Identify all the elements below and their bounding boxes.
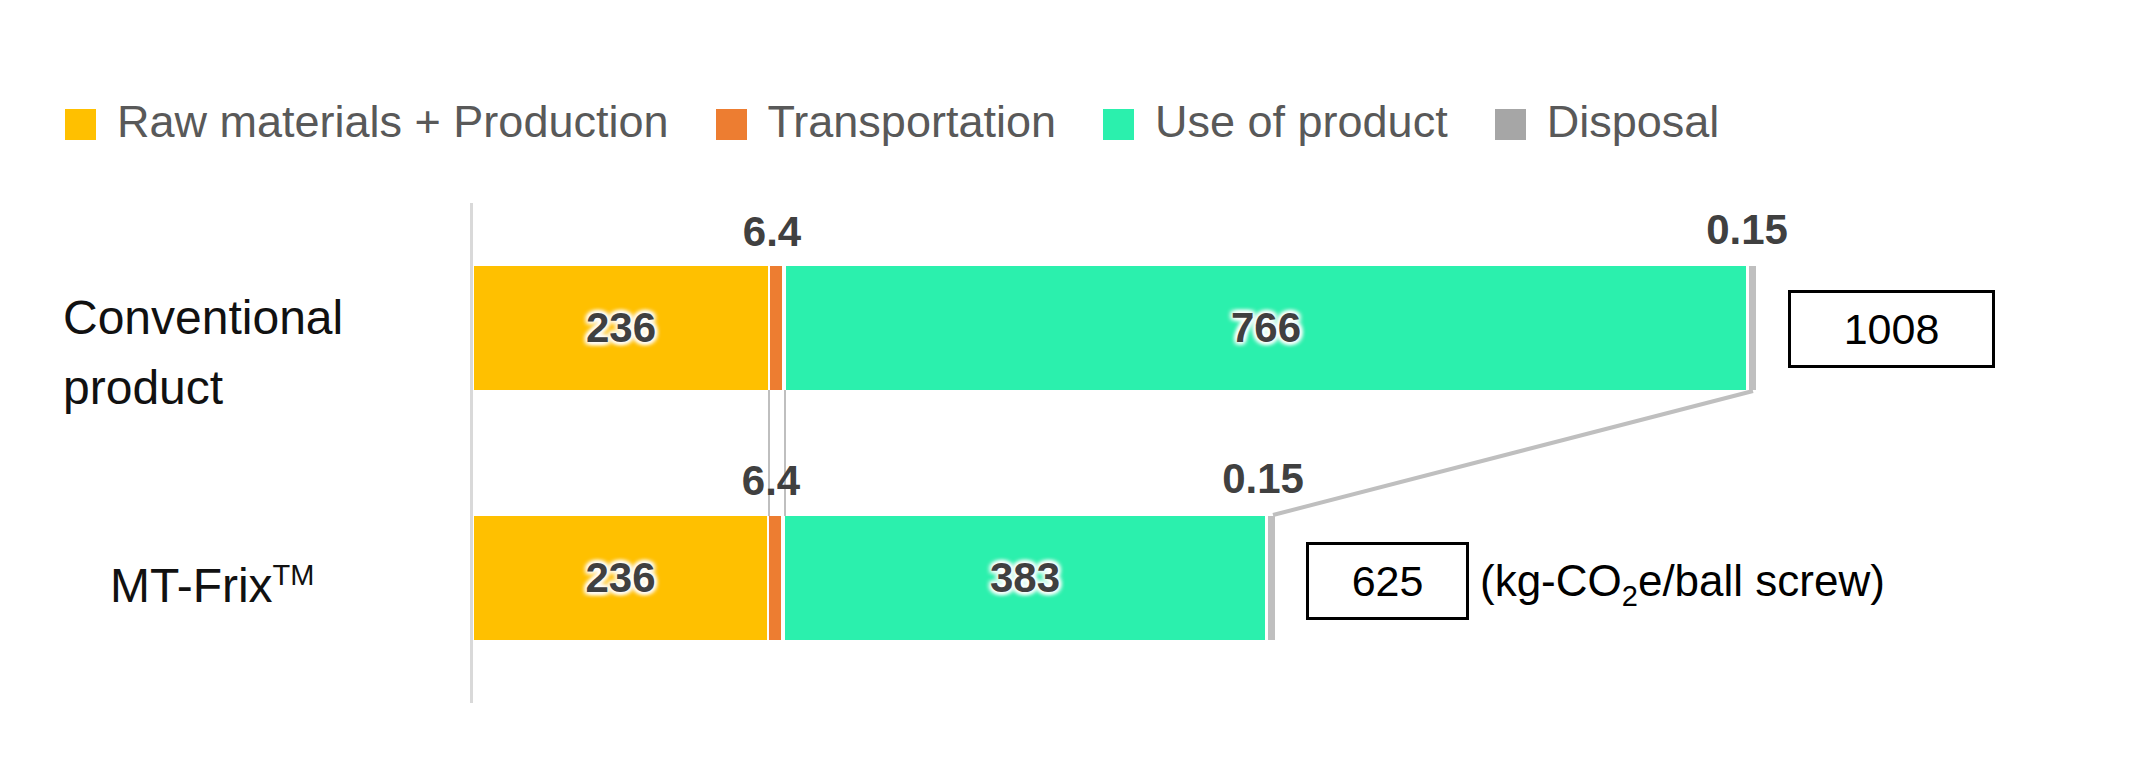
legend-label: Use of product	[1155, 96, 1448, 148]
legend-label: Disposal	[1547, 96, 1720, 148]
legend-item-raw-materials: Raw materials + Production	[65, 96, 669, 148]
row-label-conventional: Conventional product	[63, 283, 343, 423]
total-box-mtfrix: 625	[1306, 542, 1469, 620]
row-label-mt-frix: MT-FrixTM	[110, 558, 314, 613]
trademark-sup: TM	[273, 559, 315, 591]
legend-label: Transportation	[768, 96, 1056, 148]
disposal-swatch-icon	[1495, 109, 1526, 140]
unit-suffix: e/ball screw)	[1638, 556, 1885, 605]
row-label-line1: Conventional	[63, 283, 343, 353]
bar-mtfrix-disposal	[1268, 516, 1275, 640]
disposal-value-label: 0.15	[1706, 207, 1788, 253]
bar-mtfrix-use-of-product: 383	[785, 516, 1265, 640]
bar-mtfrix-raw-materials: 236	[474, 516, 767, 640]
raw-materials-swatch-icon	[65, 109, 96, 140]
total-value: 625	[1352, 557, 1424, 605]
unit-sub: 2	[1622, 580, 1638, 612]
legend-item-use-of-product: Use of product	[1103, 96, 1448, 148]
bar-conventional-raw-materials: 236	[474, 266, 768, 390]
bar-mtfrix-transportation	[769, 516, 781, 640]
category-axis-line	[470, 203, 473, 703]
chart-legend: Raw materials + Production Transportatio…	[65, 96, 1719, 148]
legend-item-disposal: Disposal	[1495, 96, 1720, 148]
transportation-swatch-icon	[716, 109, 747, 140]
segment-value: 383	[785, 554, 1265, 602]
bar-conventional-use-of-product: 766	[786, 266, 1746, 390]
segment-value: 766	[786, 304, 1746, 352]
transportation-value-label: 6.4	[743, 209, 801, 255]
segment-value: 236	[474, 554, 767, 602]
unit-label: (kg-CO2e/ball screw)	[1480, 542, 1885, 635]
row-label-line2: product	[63, 353, 343, 423]
lca-stacked-bar-chart: Raw materials + Production Transportatio…	[0, 0, 2135, 759]
bar-conventional-transportation	[770, 266, 782, 390]
legend-item-transportation: Transportation	[716, 96, 1056, 148]
segment-value: 236	[474, 304, 768, 352]
unit-prefix: (kg-CO	[1480, 556, 1622, 605]
total-box-conventional: 1008	[1788, 290, 1995, 368]
legend-label: Raw materials + Production	[117, 96, 669, 148]
row-label-text: MT-Frix	[110, 559, 273, 612]
use-of-product-swatch-icon	[1103, 109, 1134, 140]
transportation-value-label: 6.4	[742, 458, 800, 504]
disposal-value-label: 0.15	[1222, 456, 1304, 502]
total-value: 1008	[1844, 305, 1940, 353]
bar-conventional-disposal	[1749, 266, 1756, 390]
